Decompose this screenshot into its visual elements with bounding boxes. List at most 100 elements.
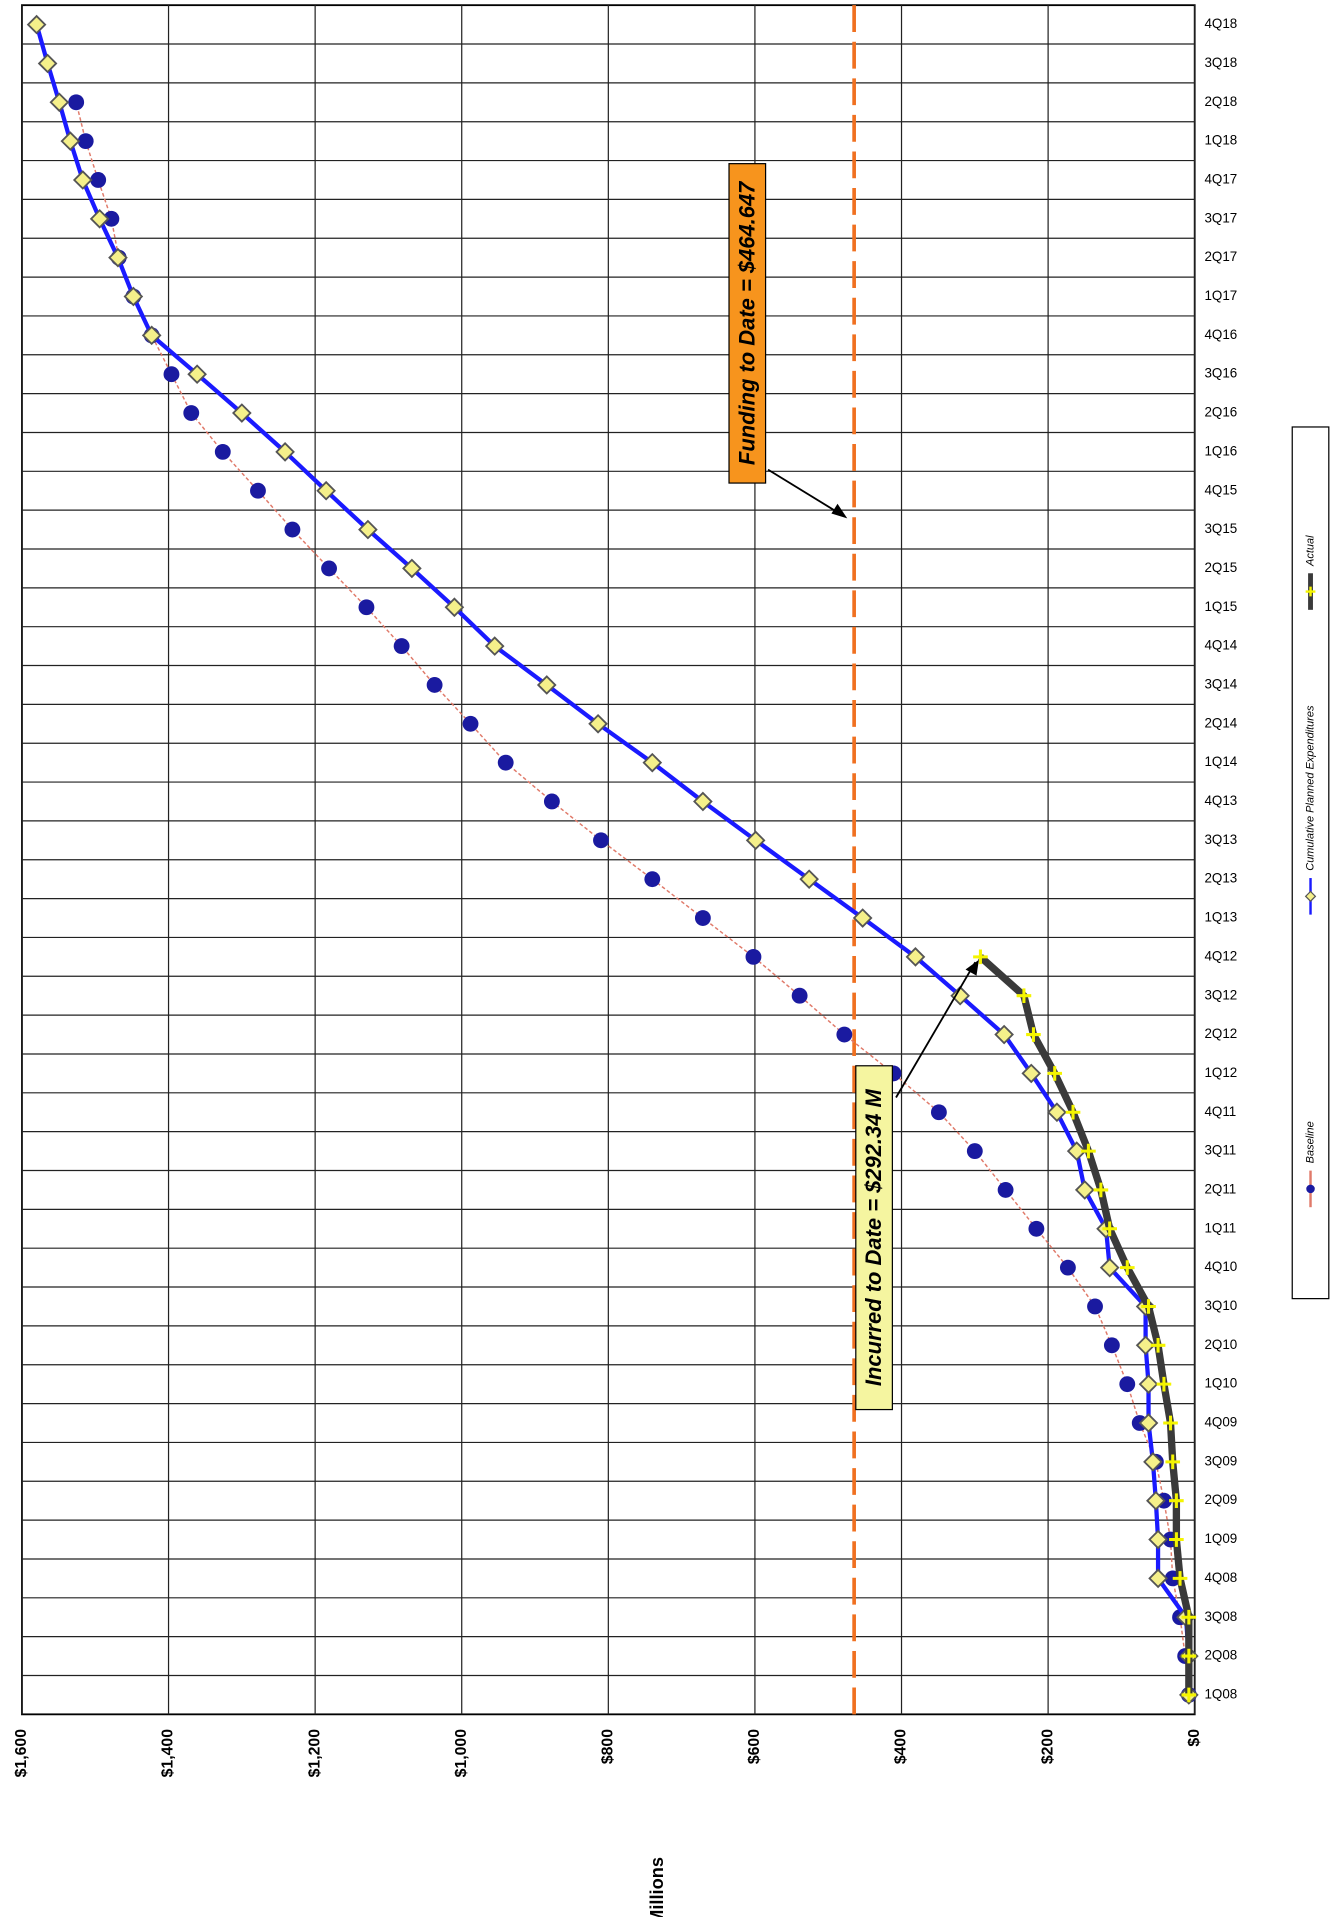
incurred-arrow xyxy=(895,961,977,1098)
baseline-point xyxy=(745,948,762,965)
legend-label: Cumulative Planned Expenditures xyxy=(1304,705,1316,871)
x-tick-label: 2Q12 xyxy=(1204,1026,1237,1041)
baseline-point xyxy=(284,521,301,538)
planned-point xyxy=(60,131,81,151)
planned-point xyxy=(1146,1490,1166,1511)
legend-label: Actual xyxy=(1304,535,1316,567)
baseline-point xyxy=(103,210,120,227)
planned-point xyxy=(1047,1102,1067,1123)
planned-point xyxy=(1066,1141,1087,1161)
actual-point xyxy=(1119,1260,1135,1275)
x-tick-label: 4Q09 xyxy=(1204,1415,1237,1430)
planned-point xyxy=(232,403,252,423)
planned-point xyxy=(1148,1568,1168,1589)
x-tick-label: 4Q16 xyxy=(1204,327,1237,342)
x-tick-label: 2Q15 xyxy=(1204,560,1237,575)
planned-point xyxy=(275,442,295,462)
planned-point xyxy=(89,208,110,229)
x-tick-label: 2Q10 xyxy=(1204,1337,1237,1352)
x-tick-label: 3Q15 xyxy=(1204,521,1237,536)
y-tick-label: $1,600 xyxy=(13,1729,30,1778)
planned-point xyxy=(693,791,713,812)
baseline-point xyxy=(593,832,609,849)
x-tick-label: 3Q13 xyxy=(1204,832,1237,847)
actual-point xyxy=(1026,1027,1041,1042)
incurred-annotation: Incurred to Date = $292.34 M xyxy=(861,1089,886,1387)
planned-point xyxy=(1135,1335,1156,1356)
x-tick-label: 2Q08 xyxy=(1204,1648,1237,1663)
actual-point xyxy=(1165,1454,1181,1470)
planned-point xyxy=(141,325,162,346)
x-tick-label: 3Q17 xyxy=(1204,210,1237,225)
baseline-point xyxy=(1059,1259,1076,1276)
x-tick-label: 2Q17 xyxy=(1204,249,1237,264)
x-tick-label: 4Q17 xyxy=(1204,172,1237,187)
baseline-point xyxy=(393,638,410,655)
x-tick-label: 2Q13 xyxy=(1204,871,1237,886)
planned-point xyxy=(484,636,505,656)
baseline-point xyxy=(321,560,337,577)
baseline-point xyxy=(1087,1298,1103,1315)
planned-point xyxy=(994,1024,1014,1045)
planned-point xyxy=(1074,1180,1095,1200)
planned-point xyxy=(1138,1374,1159,1394)
actual-point xyxy=(1016,988,1032,1004)
actual-point xyxy=(1141,1299,1156,1314)
actual-point xyxy=(973,949,988,965)
planned-point xyxy=(536,675,557,695)
x-tick-label: 1Q12 xyxy=(1204,1065,1237,1080)
actual-point xyxy=(1172,1571,1188,1586)
x-tick-label: 3Q08 xyxy=(1204,1609,1237,1624)
baseline-point xyxy=(694,910,711,926)
planned-point xyxy=(49,92,70,113)
baseline-point xyxy=(77,133,94,150)
actual-point xyxy=(1169,1493,1184,1509)
x-tick-label: 2Q11 xyxy=(1204,1181,1236,1196)
planned-point xyxy=(1143,1452,1163,1472)
funding-annotation-box xyxy=(728,163,767,484)
y-tick-label: $1,400 xyxy=(160,1729,177,1778)
y-tick-label: $200 xyxy=(1039,1729,1056,1764)
x-tick-label: 1Q16 xyxy=(1204,443,1237,458)
legend-box xyxy=(1291,426,1330,1300)
planned-point xyxy=(588,713,608,734)
planned-point xyxy=(799,869,819,890)
y-axis-title: $Millions xyxy=(646,1857,667,1917)
actual-point xyxy=(1181,1687,1197,1703)
planned-point xyxy=(123,286,144,307)
x-tick-label: 1Q17 xyxy=(1204,288,1237,303)
planned-point xyxy=(905,947,926,967)
incurred-annotation-box xyxy=(855,1065,893,1411)
x-tick-label: 4Q14 xyxy=(1204,638,1237,653)
baseline-point xyxy=(930,1104,947,1121)
y-tick-label: $1,200 xyxy=(306,1729,323,1778)
x-tick-label: 1Q18 xyxy=(1204,133,1237,148)
actual-point xyxy=(1093,1182,1109,1198)
legend-label: Baseline xyxy=(1304,1121,1316,1163)
x-tick-label: 1Q13 xyxy=(1204,910,1237,925)
baseline-point xyxy=(497,754,514,771)
funding-annotation: Funding to Date = $464.647 xyxy=(734,180,759,465)
planned-point xyxy=(108,247,128,268)
planned-point xyxy=(444,597,465,618)
planned-point xyxy=(1021,1063,1042,1084)
actual-point xyxy=(1065,1104,1081,1120)
planned-point xyxy=(358,519,378,540)
y-tick-label: $600 xyxy=(746,1729,763,1764)
incurred-arrowhead xyxy=(965,959,979,976)
legend-marker xyxy=(1305,586,1316,597)
x-tick-label: 4Q18 xyxy=(1204,16,1237,31)
baseline-point xyxy=(250,482,266,499)
actual-point xyxy=(1102,1221,1117,1237)
planned-point xyxy=(402,558,422,579)
baseline-point xyxy=(1119,1376,1136,1393)
actual-point xyxy=(1047,1066,1063,1081)
x-tick-label: 1Q11 xyxy=(1204,1220,1236,1235)
x-tick-label: 4Q08 xyxy=(1204,1570,1237,1585)
x-tick-label: 1Q15 xyxy=(1204,599,1237,614)
legend-marker xyxy=(1306,1184,1315,1194)
baseline-point xyxy=(1028,1220,1045,1237)
planned-point xyxy=(642,752,663,773)
y-tick-label: $400 xyxy=(893,1729,910,1764)
actual-point xyxy=(1169,1532,1184,1547)
